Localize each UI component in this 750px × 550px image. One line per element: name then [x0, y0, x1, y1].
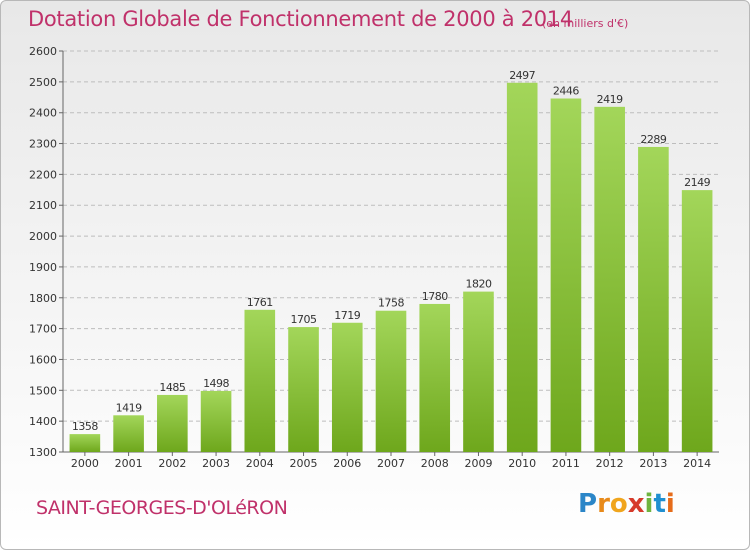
bar-2001 — [113, 415, 144, 452]
bar-value-label: 1758 — [378, 297, 404, 310]
bar-2002 — [157, 394, 188, 452]
bar-value-label: 1358 — [72, 420, 98, 433]
y-tick-label: 2600 — [29, 45, 57, 58]
bar-value-label: 1780 — [422, 290, 448, 303]
bar-2008 — [419, 303, 451, 452]
y-tick-label: 2200 — [29, 168, 57, 181]
x-tick-label: 2005 — [290, 457, 318, 470]
y-tick-label: 1500 — [29, 384, 57, 397]
bar-value-label: 2497 — [509, 69, 535, 82]
y-tick-label: 1400 — [29, 415, 57, 428]
bar-2010 — [506, 82, 538, 452]
x-tick-label: 2003 — [202, 457, 230, 470]
y-tick-label: 2000 — [29, 230, 57, 243]
x-tick-label: 2013 — [639, 457, 667, 470]
y-tick-label: 1300 — [29, 446, 57, 459]
logo-letter: P — [578, 489, 598, 519]
bar-2007 — [375, 310, 407, 452]
logo-letter: o — [609, 489, 628, 519]
x-tick-label: 2011 — [552, 457, 580, 470]
y-tick-label: 2300 — [29, 138, 57, 151]
x-tick-label: 2009 — [464, 457, 492, 470]
x-tick-label: 2001 — [115, 457, 143, 470]
x-tick-label: 2006 — [333, 457, 361, 470]
bar-value-label: 1719 — [334, 309, 360, 322]
x-tick-label: 2010 — [508, 457, 536, 470]
logo-letter: t — [653, 489, 666, 519]
bar-value-label: 1419 — [116, 401, 142, 414]
bar-2014 — [681, 190, 713, 452]
bar-2012 — [594, 106, 625, 452]
x-tick-label: 2004 — [246, 457, 274, 470]
bar-value-label: 2149 — [684, 176, 710, 189]
logo-letter: x — [627, 489, 645, 519]
bar-value-label: 1485 — [159, 381, 185, 394]
y-tick-label: 2500 — [29, 76, 57, 89]
chart-title: Dotation Globale de Fonctionnement de 20… — [28, 7, 573, 31]
bar-2005 — [288, 327, 319, 452]
proxiti-logo: Proxiti — [578, 489, 688, 525]
y-tick-label: 2400 — [29, 107, 57, 120]
bar-2003 — [200, 390, 232, 452]
bar-2004 — [244, 309, 276, 452]
bar-layer — [69, 82, 713, 453]
bar-2009 — [463, 291, 494, 452]
bar-2013 — [638, 146, 669, 453]
y-tick-label: 1700 — [29, 323, 57, 336]
x-tick-label: 2007 — [377, 457, 405, 470]
x-tick-label: 2000 — [71, 457, 99, 470]
bar-value-label: 1761 — [247, 296, 273, 309]
y-tick-label: 1900 — [29, 261, 57, 274]
bar-value-label: 1705 — [291, 313, 317, 326]
bar-2011 — [550, 98, 582, 452]
y-tick-label: 1800 — [29, 292, 57, 305]
bar-value-label: 1820 — [465, 278, 491, 291]
logo-letter: r — [597, 489, 610, 519]
x-tick-label: 2014 — [683, 457, 711, 470]
chart-subtitle: (en milliers d'€) — [542, 17, 629, 30]
bar-value-label: 2289 — [640, 133, 666, 146]
place-name: SAINT-GEORGES-D'OLéRON — [36, 497, 288, 519]
bar-2006 — [331, 322, 363, 452]
bar-value-label: 2446 — [553, 85, 579, 98]
label-layer: 1358 2000 1419 2001 1485 2002 1498 2003 1761 2004… — [71, 69, 711, 470]
bar-value-label: 2419 — [597, 93, 623, 106]
bar-value-label: 1498 — [203, 377, 229, 390]
bar-2000 — [69, 434, 101, 452]
logo-letter: i — [665, 489, 675, 519]
y-tick-label: 1600 — [29, 353, 57, 366]
y-tick-label: 2100 — [29, 199, 57, 212]
x-tick-label: 2008 — [421, 457, 449, 470]
logo-letter: i — [644, 489, 654, 519]
x-tick-label: 2012 — [596, 457, 624, 470]
x-tick-label: 2002 — [158, 457, 186, 470]
axis-layer: 1300 1400 1500 1600 1700 1800 1900 2000 2100 2200… — [29, 45, 719, 459]
